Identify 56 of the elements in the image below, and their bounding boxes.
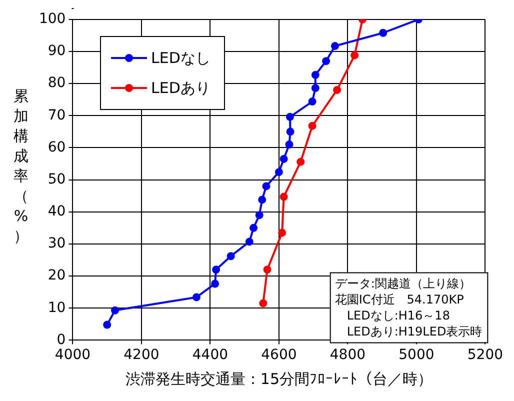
point bbox=[308, 122, 316, 130]
y-tick-label: 0 bbox=[56, 332, 66, 348]
annotation: LEDなし:H16～18 bbox=[334, 308, 450, 322]
point bbox=[211, 280, 220, 288]
y-tick-label: 80 bbox=[48, 75, 66, 92]
point bbox=[250, 224, 258, 232]
point bbox=[330, 42, 339, 50]
legend-label: LEDなし bbox=[151, 48, 210, 68]
legend-label: LEDあり bbox=[151, 78, 210, 98]
point bbox=[258, 196, 266, 204]
x-tick-label: 4800 bbox=[330, 347, 366, 364]
y-tick-label: 30 bbox=[48, 236, 66, 252]
point bbox=[322, 57, 330, 66]
point bbox=[278, 228, 286, 237]
point bbox=[379, 28, 388, 37]
point bbox=[111, 306, 119, 314]
y-tick-label: 70 bbox=[48, 107, 66, 124]
point bbox=[280, 154, 288, 163]
point bbox=[255, 211, 264, 220]
x-tick-label: 4600 bbox=[261, 347, 297, 364]
point bbox=[285, 140, 294, 149]
x-tick-label: 4400 bbox=[192, 347, 228, 364]
annotation: 花園IC付近 54.170KP bbox=[334, 292, 464, 306]
annotation: LEDあり:H19LED表示時 bbox=[334, 324, 482, 338]
point bbox=[259, 299, 268, 308]
x-tick-label: 4000 bbox=[54, 347, 91, 364]
point bbox=[311, 84, 320, 92]
y-tick-label: 60 bbox=[48, 139, 66, 156]
y-tick-label: 50 bbox=[48, 171, 66, 188]
point bbox=[192, 293, 200, 302]
x-tick-label: 4200 bbox=[124, 347, 160, 364]
x-tick-label: 5200 bbox=[467, 347, 504, 364]
point bbox=[333, 86, 342, 94]
point bbox=[245, 238, 254, 246]
y-axis-title: 累加構成率（%） bbox=[12, 86, 30, 246]
point bbox=[280, 192, 288, 201]
point bbox=[274, 168, 283, 176]
annotation: データ:関越道（上り線） bbox=[334, 276, 471, 290]
point bbox=[286, 128, 294, 136]
point bbox=[212, 266, 220, 274]
point bbox=[103, 320, 112, 329]
y-tick-label: 100 bbox=[38, 11, 66, 28]
point bbox=[226, 252, 235, 260]
x-axis-title: 渋滞発生時交通量：15分間ﾌﾛｰﾚｰﾄ（台／時） bbox=[125, 370, 432, 388]
y-tick-label: 10 bbox=[48, 300, 66, 316]
y-tick-label: 40 bbox=[48, 204, 66, 220]
point bbox=[308, 98, 316, 106]
x-tick-label: 5000 bbox=[398, 347, 434, 364]
point bbox=[296, 158, 305, 166]
point bbox=[311, 70, 320, 79]
y-tick-label: 90 bbox=[48, 43, 66, 60]
point bbox=[350, 51, 359, 60]
point bbox=[262, 182, 270, 190]
point bbox=[263, 266, 272, 274]
y-tick-label: 20 bbox=[48, 268, 66, 284]
point bbox=[286, 112, 294, 121]
